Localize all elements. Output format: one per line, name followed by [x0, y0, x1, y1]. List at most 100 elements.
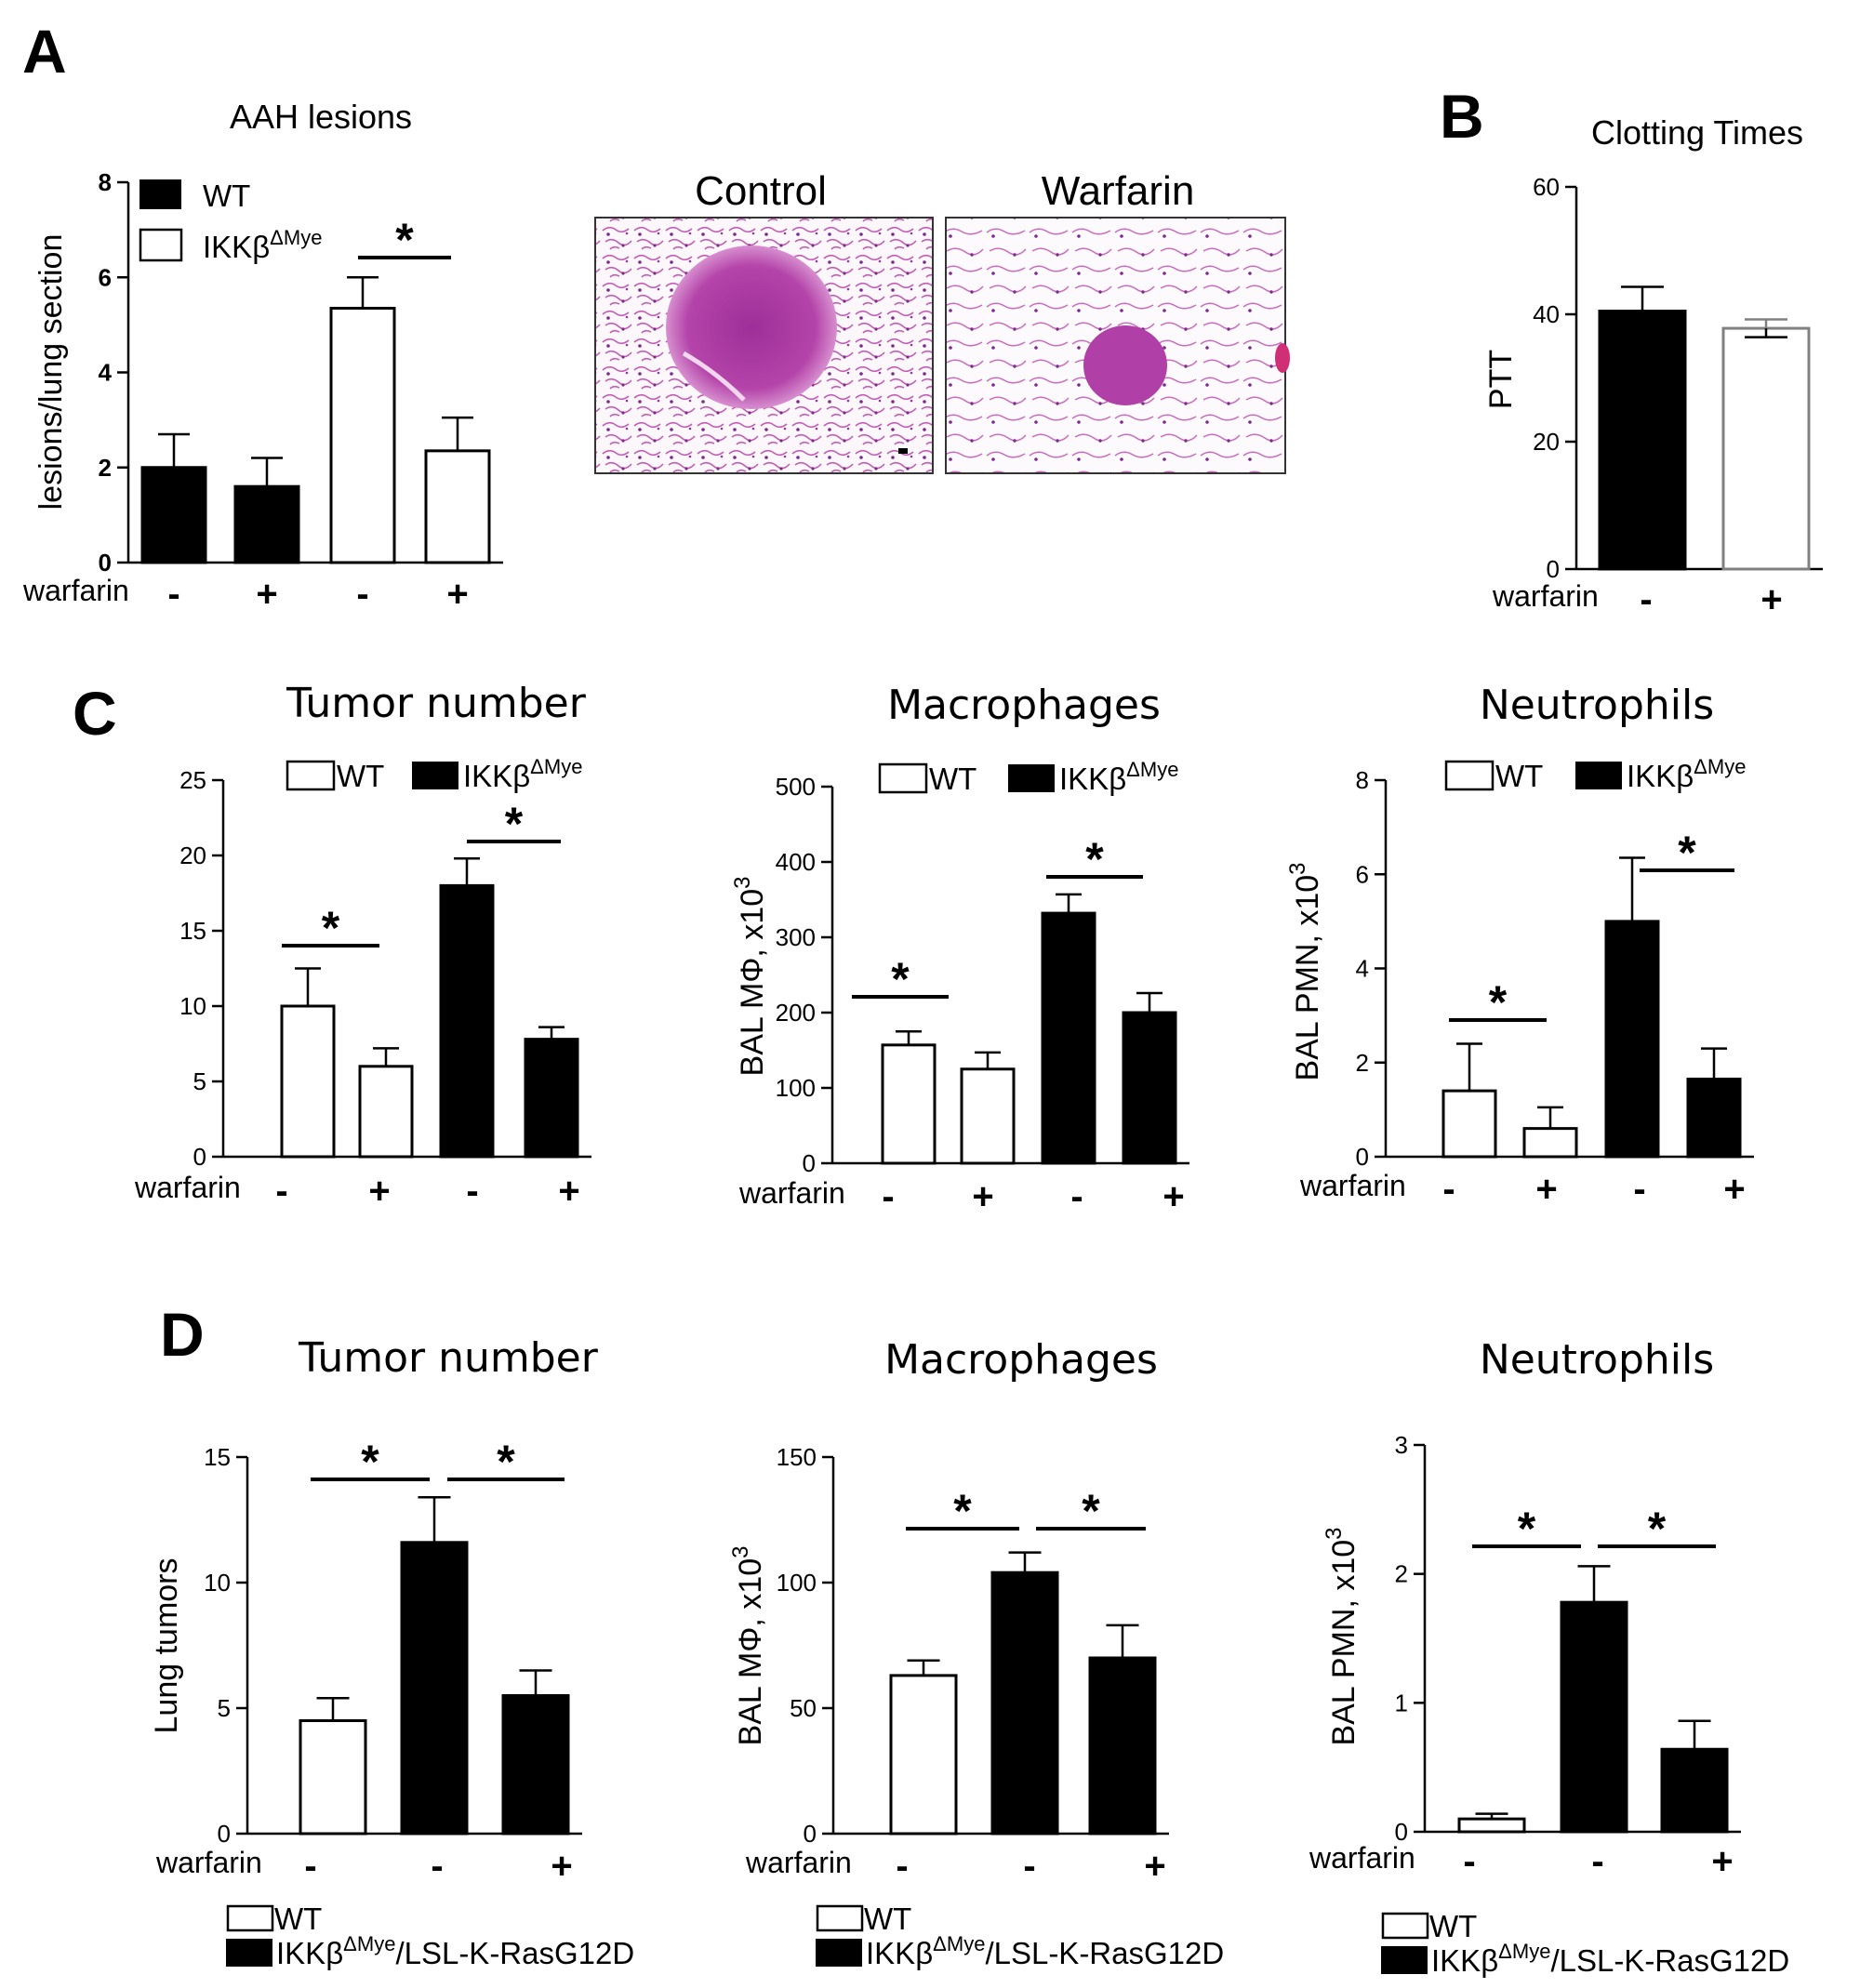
legend-d-macro-swatch-ikk — [816, 1939, 862, 1967]
significance-star: * — [1678, 827, 1696, 879]
warfarin-label: warfarin — [745, 1846, 852, 1879]
bar — [1604, 920, 1660, 1159]
title-d-neutro: Neutrophils — [1480, 1336, 1714, 1384]
legend-d-neutro-wt-label: WT — [1429, 1909, 1477, 1943]
chart-d-neutro: 0 1 2 3 BAL PMN, x103 warfarin - - + * * — [1309, 1431, 1741, 1882]
warfarin-plus: + — [1162, 1176, 1184, 1217]
y-tick-label: 6 — [1356, 860, 1369, 888]
y-axis-label: Lung tumors — [149, 1558, 184, 1734]
bar — [233, 484, 300, 564]
y-tick-label: 4 — [1356, 955, 1369, 983]
bar — [424, 449, 491, 564]
chart-c-macro: 0 100 200 300 400 500 BAL MΦ, x103 warfarin - + - +… — [730, 773, 1189, 1217]
warfarin-plus: + — [972, 1176, 993, 1217]
bar — [299, 1719, 367, 1836]
warfarin-label: warfarin — [1299, 1169, 1406, 1202]
y-tick-label: 100 — [776, 1074, 816, 1102]
title-c-tumor: Tumor number — [286, 680, 587, 727]
warfarin-plus: + — [1535, 1169, 1557, 1210]
y-tick-label: 15 — [179, 917, 206, 945]
y-axis-label: PTT — [1483, 350, 1519, 409]
significance-star: * — [891, 953, 910, 1005]
legend-c-tumor-wt-label: WT — [337, 759, 384, 793]
y-tick-label: 10 — [179, 992, 206, 1020]
bar — [400, 1541, 469, 1836]
bar — [1560, 1600, 1628, 1834]
significance-star: * — [1648, 1503, 1667, 1555]
chart-c-neutro: 0 2 4 6 8 BAL PMN, x103 warfarin - + - + * * — [1285, 766, 1754, 1210]
legend-a: WT IKKβΔMye — [139, 179, 322, 264]
legend-a-swatch-wt — [140, 179, 181, 209]
legend-d-tumor-swatch-ikk — [226, 1939, 272, 1967]
legend-c-macro: WT IKKβΔMye — [878, 758, 1178, 796]
significance-star: * — [953, 1485, 972, 1537]
bar — [1088, 1656, 1157, 1836]
chart-d-tumor: 0 5 10 15 Lung tumors warfarin - - + * * — [149, 1436, 582, 1887]
micrograph-warfarin — [945, 217, 1290, 474]
y-tick-label: 60 — [1533, 173, 1560, 201]
warfarin-minus: - — [356, 574, 368, 615]
y-tick-label: 15 — [204, 1443, 231, 1471]
warfarin-plus: + — [1723, 1169, 1745, 1210]
warfarin-minus: - — [466, 1171, 478, 1212]
warfarin-plus: + — [446, 574, 468, 615]
y-tick-label: 5 — [193, 1067, 206, 1095]
legend-d-tumor: WT IKKβΔMye/LSL-K-RasG12D — [226, 1902, 634, 1970]
y-tick-label: 8 — [1356, 766, 1369, 794]
bar — [1122, 1011, 1177, 1165]
significance-star: * — [1518, 1503, 1536, 1555]
y-tick-label: 300 — [776, 923, 816, 951]
warfarin-plus: + — [368, 1171, 390, 1212]
legend-c-neutro-swatch-wt — [1444, 760, 1495, 791]
warfarin-minus: - — [1591, 1841, 1603, 1882]
legend-d-neutro-ikk-label: IKKβΔMye/LSL-K-RasG12D — [1431, 1940, 1789, 1978]
y-axis-label: BAL PMN, x103 — [1322, 1527, 1362, 1745]
legend-c-neutro-ikk-label: IKKβΔMye — [1627, 755, 1746, 793]
warfarin-minus: - — [1640, 579, 1652, 620]
warfarin-label: warfarin — [1309, 1841, 1415, 1875]
micrograph-control — [594, 217, 934, 474]
y-tick-label: 0 — [218, 1820, 231, 1848]
warfarin-plus: + — [1144, 1846, 1165, 1887]
significance-star: * — [1489, 976, 1508, 1028]
y-tick-label: 500 — [776, 773, 816, 801]
warfarin-plus: + — [558, 1171, 579, 1212]
legend-c-neutro: WT IKKβΔMye — [1444, 755, 1746, 793]
warfarin-minus: - — [896, 1846, 908, 1887]
bar — [358, 1065, 414, 1159]
y-axis-label: lesions/lung section — [33, 234, 69, 510]
warfarin-minus: - — [431, 1846, 443, 1887]
y-tick-label: 0 — [804, 1820, 817, 1848]
warfarin-minus: - — [275, 1171, 287, 1212]
warfarin-minus: - — [1633, 1169, 1645, 1210]
legend-c-macro-swatch-wt — [878, 762, 928, 794]
title-c-macro: Macrophages — [887, 682, 1161, 729]
y-tick-label: 0 — [193, 1143, 206, 1171]
legend-d-tumor-wt-label: WT — [274, 1902, 322, 1936]
y-axis-label: BAL MΦ, x103 — [728, 1546, 768, 1746]
y-tick-label: 2 — [1356, 1049, 1369, 1077]
legend-c-tumor-swatch-ikk — [412, 762, 458, 789]
bar — [990, 1571, 1059, 1836]
warfarin-label: warfarin — [134, 1171, 241, 1204]
significance-star: * — [1085, 833, 1104, 885]
warfarin-minus: - — [304, 1846, 316, 1887]
legend-d-tumor-ikk-label: IKKβΔMye/LSL-K-RasG12D — [276, 1932, 634, 1970]
y-tick-label: 6 — [99, 263, 112, 291]
bar — [524, 1038, 579, 1159]
warfarin-minus: - — [1442, 1169, 1455, 1210]
bar — [1721, 326, 1811, 571]
chart-d-macro: 0 50 100 150 BAL MΦ, x103 warfarin - - + * * — [728, 1443, 1169, 1887]
bar — [881, 1043, 937, 1165]
panel-letter-d: D — [160, 1300, 205, 1369]
y-tick-label: 10 — [204, 1569, 231, 1597]
bar — [140, 466, 207, 564]
y-axis-label: BAL PMN, x103 — [1285, 862, 1325, 1080]
bar — [1457, 1817, 1526, 1834]
legend-c-neutro-swatch-ikk — [1575, 762, 1622, 789]
legend-d-macro-wt-label: WT — [864, 1902, 911, 1936]
bar — [1686, 1077, 1742, 1159]
warfarin-plus: + — [256, 574, 277, 615]
y-axis-label: BAL MΦ, x103 — [730, 877, 770, 1077]
